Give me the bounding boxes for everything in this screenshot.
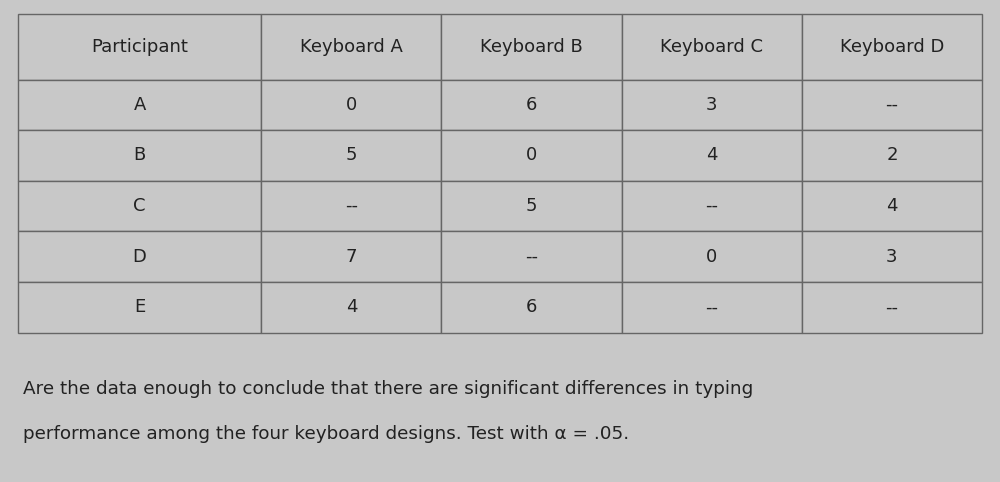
Text: performance among the four keyboard designs. Test with α = .05.: performance among the four keyboard desi… (23, 426, 629, 443)
Bar (18, 130, 261, 181)
Bar (441, 231, 622, 282)
Text: --: -- (345, 197, 358, 215)
Bar (18, 181, 261, 231)
Bar (18, 14, 261, 80)
Text: Participant: Participant (91, 38, 188, 56)
Text: 4: 4 (346, 298, 357, 316)
Bar (18, 80, 261, 130)
Text: 2: 2 (886, 147, 898, 164)
Text: Keyboard C: Keyboard C (660, 38, 763, 56)
Text: 5: 5 (526, 197, 537, 215)
Bar (261, 80, 441, 130)
Bar (622, 282, 802, 333)
Bar (261, 231, 441, 282)
Text: Keyboard B: Keyboard B (480, 38, 583, 56)
Bar (441, 181, 622, 231)
Text: 0: 0 (706, 248, 717, 266)
Bar (802, 181, 982, 231)
Bar (802, 130, 982, 181)
Text: --: -- (525, 248, 538, 266)
Text: 6: 6 (526, 96, 537, 114)
Bar (261, 14, 441, 80)
Text: B: B (134, 147, 146, 164)
Bar (802, 80, 982, 130)
Bar (622, 231, 802, 282)
Text: 3: 3 (886, 248, 898, 266)
Bar (622, 80, 802, 130)
Text: --: -- (885, 298, 898, 316)
Bar (802, 14, 982, 80)
Bar (441, 130, 622, 181)
Text: 4: 4 (706, 147, 717, 164)
Text: 5: 5 (346, 147, 357, 164)
Bar (802, 282, 982, 333)
Text: 6: 6 (526, 298, 537, 316)
Bar (441, 282, 622, 333)
Text: --: -- (705, 197, 718, 215)
Text: A: A (133, 96, 146, 114)
Bar (441, 14, 622, 80)
Text: --: -- (705, 298, 718, 316)
Text: 4: 4 (886, 197, 898, 215)
Text: Keyboard D: Keyboard D (840, 38, 944, 56)
Text: 0: 0 (346, 96, 357, 114)
Text: E: E (134, 298, 145, 316)
Bar (261, 181, 441, 231)
Bar (261, 282, 441, 333)
Text: C: C (133, 197, 146, 215)
Bar (261, 130, 441, 181)
Text: --: -- (885, 96, 898, 114)
Text: 7: 7 (346, 248, 357, 266)
Text: 0: 0 (526, 147, 537, 164)
Bar (622, 130, 802, 181)
Bar (441, 80, 622, 130)
Text: D: D (133, 248, 147, 266)
Bar (802, 231, 982, 282)
Text: Are the data enough to conclude that there are significant differences in typing: Are the data enough to conclude that the… (23, 380, 753, 398)
Text: Keyboard A: Keyboard A (300, 38, 403, 56)
Bar (622, 181, 802, 231)
Bar (622, 14, 802, 80)
Text: 3: 3 (706, 96, 717, 114)
Bar (18, 231, 261, 282)
Bar (18, 282, 261, 333)
